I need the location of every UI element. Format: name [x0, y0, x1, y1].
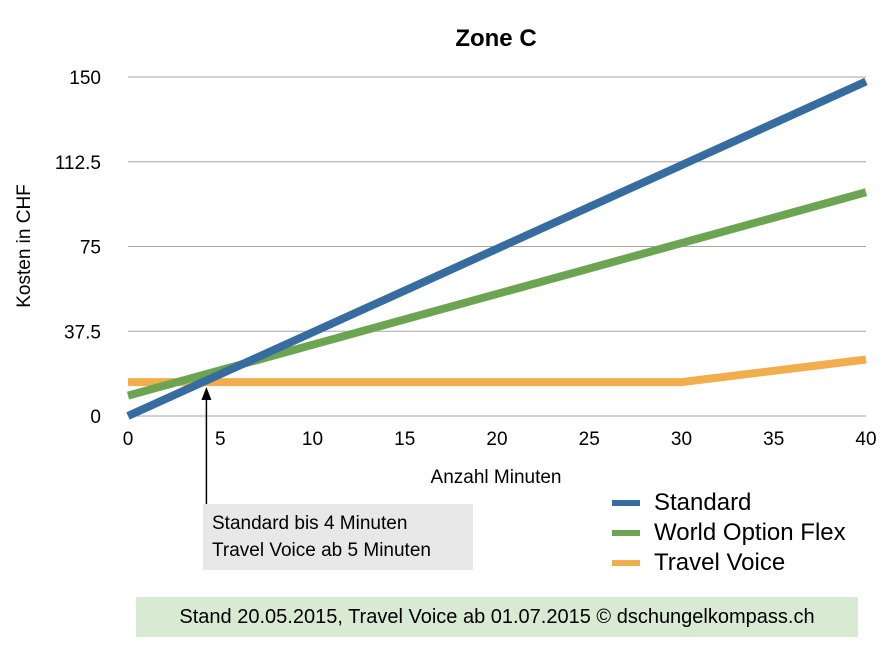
chart-title: Zone C — [455, 25, 536, 52]
x-tick-labels: 0 5 10 15 20 25 30 35 40 — [123, 429, 877, 450]
legend-swatch-travel-voice — [612, 560, 640, 566]
x-tick-label: 20 — [486, 429, 507, 450]
annotation-arrow — [201, 387, 212, 506]
legend-item-standard: Standard — [612, 488, 846, 518]
y-tick-label: 150 — [69, 68, 101, 89]
series-line-travel-voice — [128, 355, 867, 387]
x-tick-label: 25 — [579, 429, 600, 450]
annotation-box: Standard bis 4 Minuten Travel Voice ab 5… — [203, 504, 473, 570]
y-tick-label: 75 — [80, 238, 101, 259]
x-tick-label: 40 — [855, 429, 876, 450]
legend-swatch-world-option-flex — [612, 530, 640, 536]
annotation-line-2: Travel Voice ab 5 Minuten — [212, 540, 431, 561]
legend-item-travel-voice: Travel Voice — [612, 548, 846, 578]
y-axis-label: Kosten in CHF — [14, 184, 35, 308]
annotation-arrow-head — [201, 387, 212, 400]
series-line-standard — [126, 77, 868, 420]
x-tick-label: 15 — [394, 429, 415, 450]
x-tick-label: 30 — [671, 429, 692, 450]
series-lines — [126, 77, 868, 420]
legend: Standard World Option Flex Travel Voice — [612, 488, 846, 578]
y-tick-labels: 0 37.5 75 112.5 150 — [55, 68, 101, 428]
legend-swatch-standard — [612, 500, 640, 506]
legend-label-travel-voice: Travel Voice — [654, 549, 786, 576]
x-tick-label: 5 — [215, 429, 226, 450]
y-tick-label: 37.5 — [64, 322, 101, 343]
x-tick-label: 35 — [763, 429, 784, 450]
legend-item-world-option-flex: World Option Flex — [612, 518, 846, 548]
legend-label-standard: Standard — [654, 489, 752, 516]
y-tick-label: 0 — [90, 407, 101, 428]
x-tick-label: 10 — [302, 429, 323, 450]
x-axis-label: Anzahl Minuten — [431, 467, 562, 488]
x-tick-label: 0 — [123, 429, 134, 450]
y-tick-label: 112.5 — [55, 153, 101, 174]
legend-label-world-option-flex: World Option Flex — [654, 519, 846, 546]
footer-note: Stand 20.05.2015, Travel Voice ab 01.07.… — [136, 597, 858, 637]
annotation-line-1: Standard bis 4 Minuten — [212, 513, 408, 534]
